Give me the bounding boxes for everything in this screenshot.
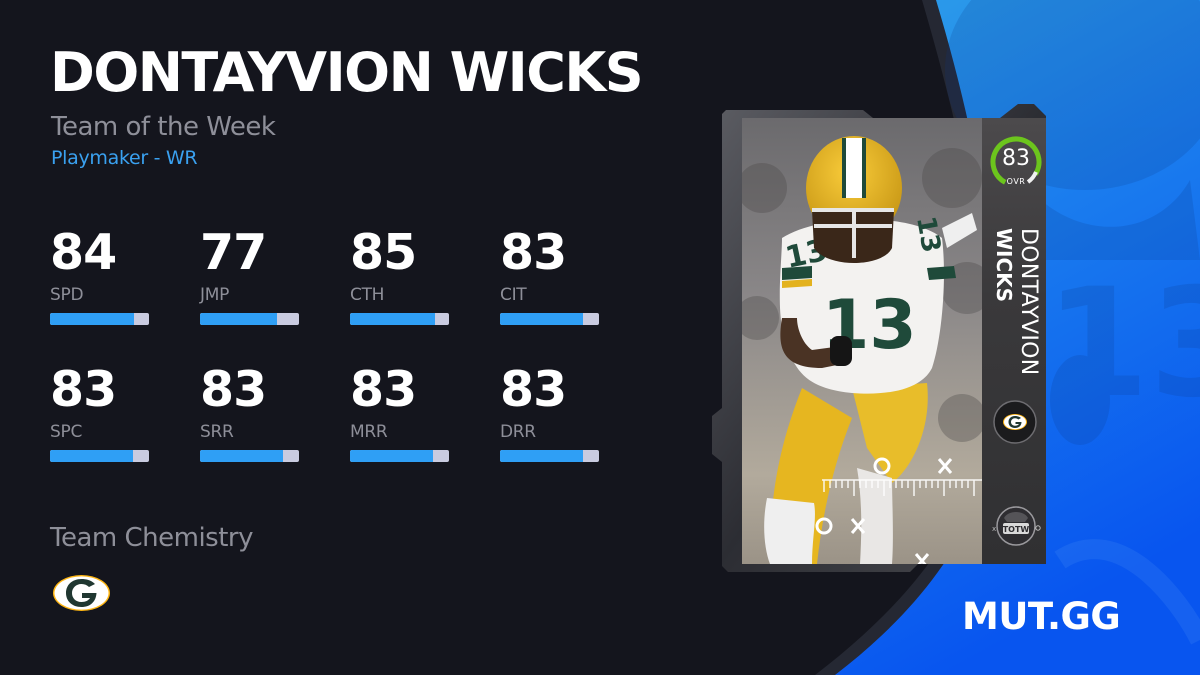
stat-jmp: 77 JMP [200, 228, 300, 325]
ovr-ring-gauge [990, 136, 1042, 188]
team-chemistry-heading: Team Chemistry [50, 523, 253, 553]
stat-cth: 85 CTH [350, 228, 450, 325]
svg-text:13: 13 [1045, 257, 1200, 431]
stat-spc: 83 SPC [50, 365, 150, 462]
stat-spd: 84 SPD [50, 228, 150, 325]
stat-cit: 83 CIT [500, 228, 600, 325]
player-item-card[interactable]: 13 13 13 [708, 104, 1052, 574]
stat-srr: 83 SRR [200, 365, 300, 462]
stat-bar [350, 313, 449, 325]
mutgg-logo[interactable]: MUT.GG [962, 595, 1121, 638]
svg-text:x: x [992, 525, 996, 533]
stat-label: JMP [200, 285, 230, 305]
player-photo-illustration: 13 13 13 [742, 118, 982, 564]
stat-value: 84 [50, 224, 117, 281]
player-photo: 13 13 13 [742, 118, 982, 564]
stat-label: CTH [350, 285, 385, 305]
card-first-name: DONTAYVION [1016, 228, 1041, 376]
packers-g-logo-icon[interactable] [52, 574, 111, 612]
stat-bar-fill [500, 313, 584, 325]
stat-bar-fill [500, 450, 584, 462]
stat-bar [350, 450, 449, 462]
yard-hash-marks [822, 479, 982, 496]
player-name-heading: DONTAYVION WICKS [50, 41, 644, 104]
ovr-label: OVR [1006, 177, 1026, 186]
stat-label: SRR [200, 422, 234, 442]
card-side-panel [982, 118, 1046, 564]
stat-bar-fill [50, 313, 135, 325]
stat-bar [200, 313, 299, 325]
stat-bar [200, 450, 299, 462]
stat-label: SPC [50, 422, 83, 442]
stat-label: MRR [350, 422, 388, 442]
stat-bar-fill [200, 313, 278, 325]
stat-bar-fill [350, 313, 436, 325]
play-diagram-marks [815, 457, 953, 564]
stat-label: SPD [50, 285, 84, 305]
stat-label: DRR [500, 422, 536, 442]
stat-value: 85 [350, 224, 417, 281]
totw-badge-icon: TOTW x [992, 506, 1041, 546]
card-player-name: DONTAYVION WICKS [984, 228, 1044, 498]
stat-value: 83 [350, 361, 417, 418]
program-label: Team of the Week [51, 112, 276, 142]
stat-value: 83 [200, 361, 267, 418]
card-team-logo-icon [993, 400, 1037, 444]
stat-bar [50, 450, 149, 462]
stat-bar-fill [350, 450, 434, 462]
stat-value: 83 [500, 361, 567, 418]
stat-bar [500, 313, 599, 325]
archetype-position-label: Playmaker - WR [51, 147, 198, 169]
totw-badge-text: TOTW [1003, 525, 1030, 534]
stat-value: 83 [50, 361, 117, 418]
stat-bar [500, 450, 599, 462]
ovr-value: 83 [1002, 146, 1030, 171]
stat-label: CIT [500, 285, 527, 305]
stat-value: 83 [500, 224, 567, 281]
card-last-name: WICKS [992, 228, 1016, 303]
stat-bar-fill [200, 450, 284, 462]
stat-value: 77 [200, 224, 267, 281]
stat-drr: 83 DRR [500, 365, 600, 462]
stat-bar [50, 313, 149, 325]
stat-bar-fill [50, 450, 134, 462]
stat-mrr: 83 MRR [350, 365, 450, 462]
svg-text:13: 13 [910, 214, 946, 255]
